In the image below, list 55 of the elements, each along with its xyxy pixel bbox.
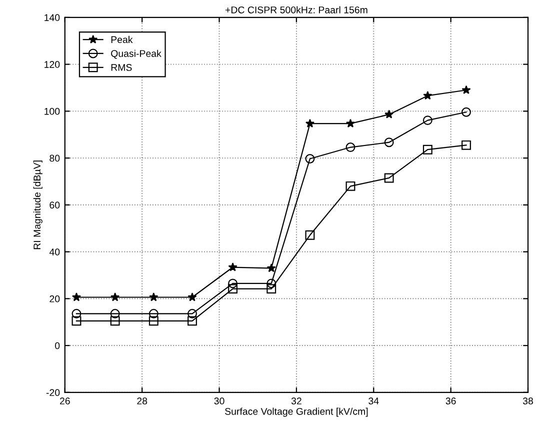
- x-tick-label: 32: [291, 398, 302, 404]
- y-tick-label: 80: [50, 154, 60, 162]
- point: [384, 173, 394, 183]
- x-tick-label: 34: [368, 398, 379, 404]
- point: [266, 263, 276, 272]
- y-axis-title: RI Magnitude [dBµV]: [33, 160, 42, 250]
- x-tick-label: 38: [522, 398, 533, 404]
- y-tick-label: 20: [50, 295, 60, 302]
- y-tick-label: 0: [55, 342, 60, 350]
- point: [305, 230, 315, 240]
- chart-title: +DC CISPR 500kHz: Paarl 156m: [225, 6, 368, 14]
- y-tick-label: -20: [46, 389, 60, 396]
- x-tick-label: 28: [137, 398, 148, 404]
- x-tick-label: 36: [446, 398, 456, 404]
- point: [72, 292, 81, 302]
- point: [72, 308, 82, 318]
- point: [423, 90, 432, 100]
- point: [228, 278, 238, 288]
- point: [266, 278, 276, 288]
- point: [422, 116, 432, 126]
- legend-label: Peak: [111, 36, 133, 44]
- point: [462, 85, 471, 94]
- y-tick-label: 120: [44, 61, 60, 68]
- y-tick-label: 40: [49, 248, 60, 256]
- point: [188, 292, 197, 302]
- legend-label: Quasi-Peak: [111, 50, 162, 59]
- point: [305, 154, 315, 164]
- y-tick-label: 140: [44, 14, 60, 22]
- point: [462, 140, 471, 150]
- x-tick-label: 30: [214, 398, 224, 404]
- x-tick-label: 26: [60, 398, 70, 404]
- point: [228, 262, 238, 272]
- point: [148, 316, 158, 326]
- point: [72, 316, 82, 326]
- point: [266, 284, 276, 294]
- point: [384, 110, 394, 118]
- legend-label: RMS: [111, 64, 132, 71]
- point: [346, 181, 356, 191]
- point: [149, 292, 158, 302]
- point: [346, 118, 355, 128]
- point: [305, 118, 314, 128]
- point: [422, 144, 432, 154]
- y-tick-label: 100: [44, 108, 60, 115]
- point: [188, 316, 197, 326]
- point: [228, 284, 238, 294]
- point: [462, 107, 471, 117]
- point: [346, 142, 356, 152]
- point: [384, 138, 394, 148]
- x-axis-title: Surface Voltage Gradient [kV/cm]: [225, 408, 368, 417]
- point: [110, 316, 120, 326]
- point: [148, 308, 158, 318]
- point: [110, 292, 120, 302]
- y-tick-label: 60: [50, 202, 60, 209]
- point: [188, 308, 197, 318]
- point: [110, 308, 120, 318]
